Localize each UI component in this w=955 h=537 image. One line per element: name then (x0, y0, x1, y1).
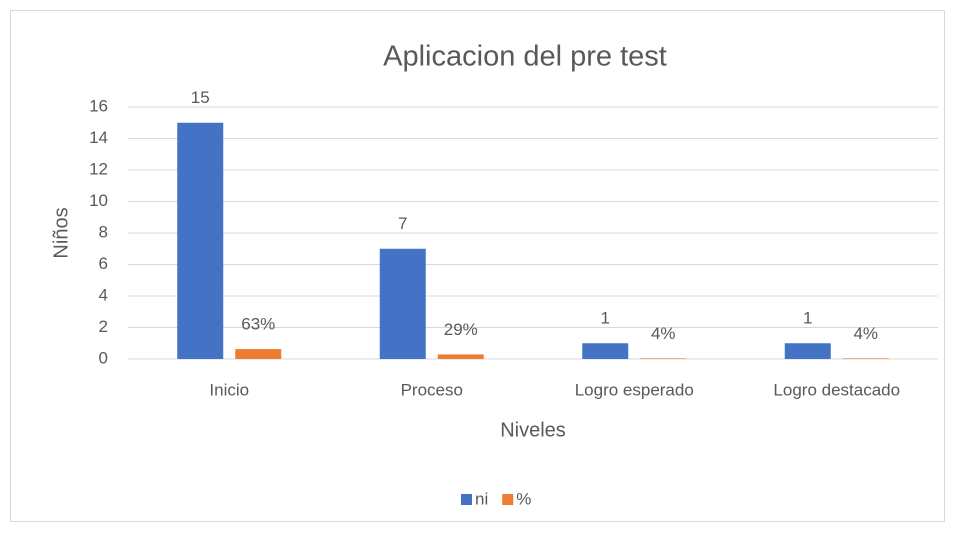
data-label: 4% (651, 324, 676, 343)
y-tick-label: 6 (99, 254, 108, 273)
data-label: 4% (853, 324, 878, 343)
y-tick-label: 4 (99, 285, 108, 304)
bar (235, 349, 282, 359)
data-label: 63% (241, 315, 275, 334)
y-tick-label: 10 (89, 191, 108, 210)
data-label: 7 (398, 214, 407, 233)
x-tick-label: Proceso (401, 380, 463, 399)
bar (379, 248, 426, 359)
y-tick-label: 2 (99, 317, 108, 336)
y-tick-label: 16 (89, 96, 108, 115)
legend-label: % (516, 489, 531, 508)
x-tick-label: Logro destacado (773, 380, 900, 399)
legend-swatch (502, 494, 514, 505)
data-label: 1 (601, 309, 610, 328)
legend-label: ni (475, 489, 488, 508)
data-label: 15 (191, 88, 210, 107)
x-axis-label: Niveles (500, 419, 566, 441)
bar (842, 358, 889, 359)
bar (177, 122, 224, 359)
data-label: 1 (803, 309, 812, 328)
y-tick-label: 12 (89, 159, 108, 178)
chart-border (10, 10, 945, 522)
x-tick-label: Logro esperado (575, 380, 694, 399)
y-axis-label: Niños (50, 207, 72, 258)
x-tick-label: Inicio (209, 380, 249, 399)
chart-title: Aplicacion del pre test (383, 41, 667, 73)
y-tick-label: 14 (89, 128, 108, 147)
y-tick-label: 8 (99, 222, 108, 241)
legend-swatch (461, 494, 472, 505)
bar (582, 343, 629, 359)
data-label: 29% (444, 320, 478, 339)
bar (437, 354, 484, 359)
bar (640, 358, 687, 359)
y-tick-label: 0 (99, 348, 108, 367)
bar (784, 343, 831, 359)
